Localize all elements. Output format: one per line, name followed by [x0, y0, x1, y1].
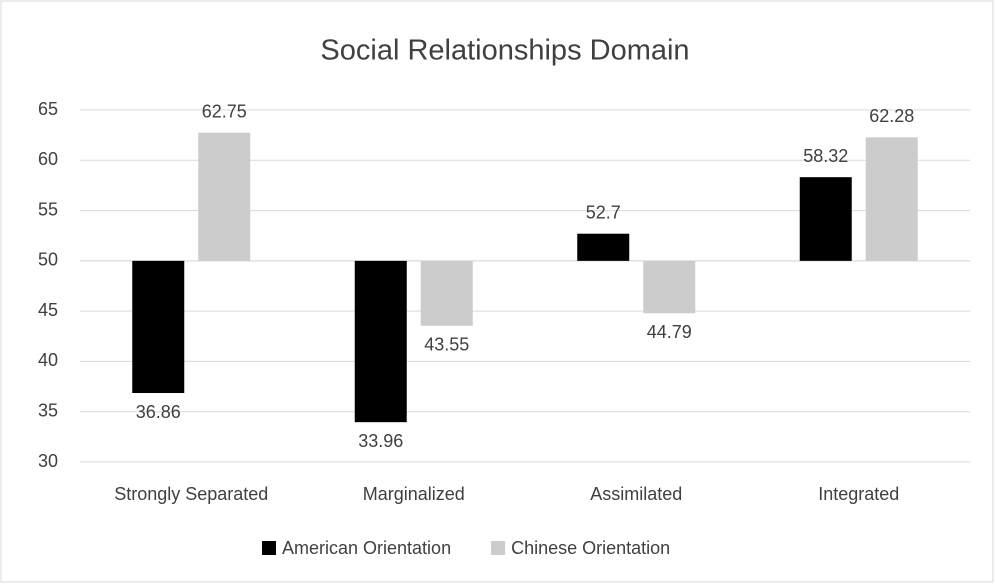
legend-label: American Orientation	[282, 538, 451, 558]
bar	[198, 132, 251, 261]
x-tick-label: Strongly Separated	[114, 484, 268, 504]
y-tick-label: 40	[38, 350, 58, 370]
bar	[643, 260, 696, 314]
bar	[865, 137, 918, 261]
bar	[354, 260, 407, 423]
bar	[799, 177, 852, 261]
data-label: 44.79	[647, 322, 692, 342]
data-label: 36.86	[136, 402, 181, 422]
bar	[420, 260, 473, 326]
x-tick-label: Marginalized	[363, 484, 465, 504]
legend-swatch	[262, 541, 276, 555]
y-tick-label: 35	[38, 400, 58, 420]
legend-swatch	[491, 541, 506, 555]
bar	[577, 233, 630, 261]
y-tick-label: 50	[38, 250, 58, 270]
data-label: 33.96	[358, 431, 403, 451]
y-tick-label: 55	[38, 199, 58, 219]
data-label: 58.32	[803, 146, 848, 166]
data-label: 62.75	[202, 101, 247, 121]
data-label: 43.55	[424, 334, 469, 354]
bar	[132, 260, 185, 394]
data-label: 52.7	[586, 202, 621, 222]
y-tick-label: 65	[38, 99, 58, 119]
data-label: 62.28	[869, 106, 914, 126]
y-tick-label: 45	[38, 300, 58, 320]
y-tick-label: 30	[38, 451, 58, 471]
y-tick-label: 60	[38, 149, 58, 169]
x-tick-label: Integrated	[818, 484, 899, 504]
chart-title: Social Relationships Domain	[320, 35, 689, 67]
legend-label: Chinese Orientation	[511, 538, 670, 558]
x-tick-label: Assimilated	[590, 484, 682, 504]
